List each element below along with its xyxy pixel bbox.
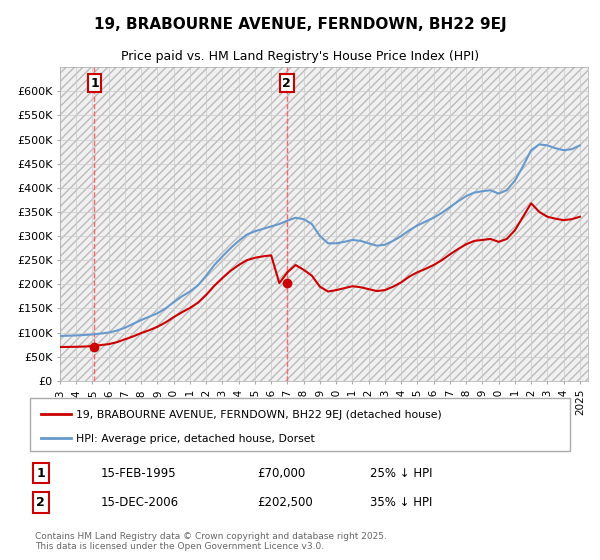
Text: 19, BRABOURNE AVENUE, FERNDOWN, BH22 9EJ: 19, BRABOURNE AVENUE, FERNDOWN, BH22 9EJ [94,17,506,32]
Text: HPI: Average price, detached house, Dorset: HPI: Average price, detached house, Dors… [76,433,314,444]
Text: 15-FEB-1995: 15-FEB-1995 [100,466,176,479]
Text: 1: 1 [90,77,99,90]
Text: 15-DEC-2006: 15-DEC-2006 [100,496,178,509]
Text: 2: 2 [37,496,45,509]
Text: 2: 2 [283,77,291,90]
Text: Price paid vs. HM Land Registry's House Price Index (HPI): Price paid vs. HM Land Registry's House … [121,50,479,63]
Text: 35% ↓ HPI: 35% ↓ HPI [370,496,433,509]
Text: 19, BRABOURNE AVENUE, FERNDOWN, BH22 9EJ (detached house): 19, BRABOURNE AVENUE, FERNDOWN, BH22 9EJ… [76,409,442,419]
FancyBboxPatch shape [30,398,570,451]
Text: Contains HM Land Registry data © Crown copyright and database right 2025.
This d: Contains HM Land Registry data © Crown c… [35,531,387,551]
Text: 1: 1 [37,466,45,479]
Text: £202,500: £202,500 [257,496,313,509]
Text: £70,000: £70,000 [257,466,305,479]
Text: 25% ↓ HPI: 25% ↓ HPI [370,466,433,479]
